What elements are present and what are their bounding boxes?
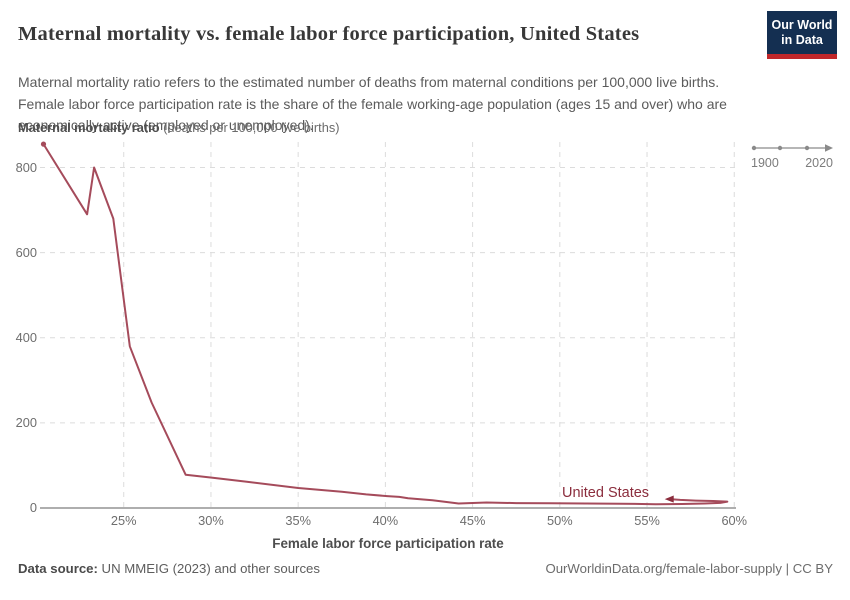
timeline-start-year: 1900 — [751, 156, 779, 170]
line-united-states — [42, 143, 729, 506]
y-axis-title-bold: Maternal mortality ratio — [18, 120, 160, 135]
owid-logo[interactable]: Our World in Data — [767, 11, 837, 59]
series-label-united-states: United States — [562, 485, 650, 501]
x-tick-label: 60% — [721, 513, 748, 528]
x-tick-label: 35% — [285, 513, 311, 528]
line-end-arrow — [664, 495, 674, 503]
x-tick-label: 55% — [634, 513, 660, 528]
y-axis-title: Maternal mortality ratio (deaths per 100… — [18, 120, 339, 135]
y-tick-label: 400 — [15, 329, 37, 345]
chart-subtitle: Maternal mortality ratio refers to the e… — [18, 74, 727, 133]
data-source: Data source: UN MMEIG (2023) and other s… — [18, 561, 320, 576]
x-axis-title: Female labor force participation rate — [272, 536, 504, 551]
footer-link[interactable]: OurWorldinData.org/female-labor-supply |… — [545, 561, 833, 576]
owid-logo-line1: Our World — [771, 18, 833, 32]
x-tick-label: 50% — [547, 513, 573, 528]
y-tick-label: 0 — [29, 500, 37, 515]
timeline-arrow-icon — [751, 144, 833, 152]
y-tick-label: 200 — [15, 414, 37, 430]
data-source-text: UN MMEIG (2023) and other sources — [97, 561, 320, 576]
x-tick-label: 30% — [198, 513, 224, 528]
page-title: Maternal mortality vs. female labor forc… — [18, 22, 640, 45]
chart-footer: Data source: UN MMEIG (2023) and other s… — [18, 561, 833, 576]
x-tick-label: 40% — [372, 513, 399, 528]
timeline-end-year: 2020 — [805, 156, 833, 170]
line-start-dot — [40, 141, 47, 147]
y-tick-label: 600 — [15, 244, 37, 260]
y-tick-label: 800 — [15, 159, 37, 175]
data-source-label: Data source: — [18, 561, 98, 576]
y-axis-title-units: (deaths per 100,000 live births) — [159, 120, 340, 135]
x-tick-label: 45% — [459, 513, 486, 528]
x-tick-label: 25% — [110, 513, 137, 528]
timeline-indicator: 1900 2020 — [751, 141, 833, 170]
owid-logo-line2: in Data — [781, 33, 823, 47]
